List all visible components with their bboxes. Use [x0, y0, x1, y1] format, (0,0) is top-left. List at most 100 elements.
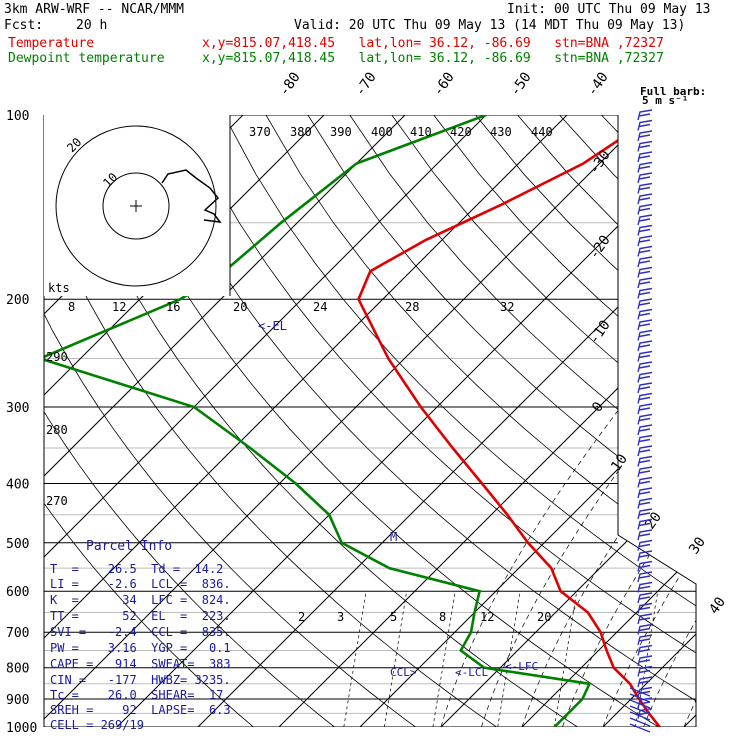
barb-legend-unit: 5 m s⁻¹ — [642, 94, 688, 107]
isotherm-line — [440, 115, 696, 727]
wind-barb-icon — [637, 466, 653, 478]
wind-barb-icon — [637, 539, 653, 551]
wind-barb-icon — [637, 266, 653, 278]
mixing-ratio-line — [635, 591, 659, 727]
moist-adiabat-line — [602, 298, 696, 727]
wind-barb-icon — [637, 686, 653, 698]
pressure-tick-label: 1000 — [6, 721, 37, 736]
wind-barb-icon — [637, 413, 653, 425]
m-label: M — [390, 530, 397, 544]
wind-barb-icon — [629, 705, 651, 715]
moist-adiabat-line — [643, 298, 696, 727]
ccl-label: CCL> — [390, 666, 417, 679]
wind-barb-icon — [637, 403, 653, 415]
wind-barb-icon — [637, 235, 653, 247]
wind-barb-icon — [637, 424, 653, 436]
mixing-ratio-label: 20 — [537, 610, 551, 624]
dry-adiabat-line — [349, 115, 696, 727]
parcel-info-row: CIN = -177 HWBZ= 3235. — [50, 673, 231, 687]
wind-barb-icon — [637, 634, 653, 646]
hodograph-speed-label: 32 — [500, 300, 514, 314]
isotherm-tick-label: 10 — [608, 451, 631, 474]
pressure-tick-label: 200 — [6, 293, 29, 308]
hodograph-speed-label: 12 — [112, 300, 126, 314]
wind-barb-icon — [637, 487, 653, 499]
wind-barb-icon — [637, 245, 653, 257]
mixing-ratio-line — [554, 591, 578, 727]
wind-barb-icon — [637, 623, 653, 635]
dry-adiabat-line — [643, 115, 696, 727]
theta-label: 420 — [450, 125, 472, 139]
wind-barb-icon — [629, 699, 651, 709]
wind-barb-icon — [637, 434, 653, 446]
wind-barb-icon — [637, 340, 653, 352]
dry-adiabat-line — [307, 115, 696, 727]
isotherm-tick-label: -40 — [584, 69, 612, 99]
mixing-ratio-line — [497, 591, 521, 727]
wind-barb-icon — [637, 508, 653, 520]
pressure-tick-label: 900 — [6, 693, 29, 708]
pressure-tick-label: 700 — [6, 626, 29, 641]
wind-barb-icon — [637, 214, 653, 226]
parcel-info-row: CELL = 269/19 — [50, 718, 144, 732]
theta-label: 440 — [531, 125, 553, 139]
isotherm-tick-label: 40 — [706, 594, 729, 617]
wind-barb-icon — [637, 665, 653, 677]
mixing-ratio-label: 3 — [337, 610, 344, 624]
hodograph-speed-label: 24 — [313, 300, 327, 314]
hodograph-speed-label: 16 — [166, 300, 180, 314]
wind-barb-icon — [637, 613, 653, 625]
isotherm-tick-label: -60 — [430, 69, 458, 99]
parcel-info-row: K = 34 LFC = 824. — [50, 593, 231, 607]
theta-label: 430 — [490, 125, 512, 139]
wind-barb-icon — [637, 371, 653, 383]
mixing-ratio-label: 5 — [390, 610, 397, 624]
parcel-info-row: Tc = 26.0 SHEAR= 17. — [50, 688, 231, 702]
pressure-tick-label: 400 — [6, 477, 29, 492]
plot-right-border — [617, 115, 697, 727]
wind-barb-icon — [637, 298, 653, 310]
hodograph-speed-label: 20 — [233, 300, 247, 314]
dry-adiabat-line — [44, 115, 434, 727]
dry-adiabat-line — [44, 115, 352, 727]
wind-barb-icon — [637, 455, 653, 467]
hodograph-speed-label: 28 — [405, 300, 419, 314]
isotherm-line — [278, 115, 696, 727]
isotherm-line — [44, 115, 487, 727]
fcst-value: 20 h — [76, 18, 108, 33]
dewpoint-location: x,y=815.07,418.45 lat,lon= 36.12, -86.69… — [202, 51, 664, 66]
wind-barb-icon — [637, 602, 653, 614]
parcel-info-row: PW = 3.16 YGP = 0.1 — [50, 641, 231, 655]
isotherm-line — [521, 115, 696, 727]
theta-label: 290 — [46, 350, 68, 364]
wind-barb-icon — [629, 693, 651, 703]
isotherm-line — [602, 115, 696, 727]
isotherm-line — [359, 115, 696, 727]
wind-barb-icon — [637, 224, 653, 236]
pressure-tick-label: 300 — [6, 401, 29, 416]
wind-barb-icon — [637, 382, 653, 394]
wind-barb-icon — [637, 109, 653, 121]
isotherm-tick-label: -20 — [586, 232, 614, 262]
parcel-info-row: TT = 52 EL = 223. — [50, 609, 231, 623]
pressure-tick-label: 600 — [6, 585, 29, 600]
parcel-info-row: SVI = -2.4 CCL = 835. — [50, 625, 231, 639]
theta-label: 400 — [371, 125, 393, 139]
moist-adiabat-line — [683, 298, 696, 727]
wind-barb-icon — [637, 592, 653, 604]
wind-barb-icon — [637, 277, 653, 289]
dry-adiabat-line — [433, 115, 696, 727]
mixing-ratio-label: 2 — [298, 610, 305, 624]
hodograph-trace — [161, 169, 222, 223]
mixing-ratio-line — [383, 591, 408, 727]
wind-barb-icon — [637, 119, 653, 131]
moist-adiabat-line — [562, 298, 696, 727]
dry-adiabat-line — [55, 115, 598, 727]
isotherm-tick-label: -10 — [586, 317, 614, 347]
dry-adiabat-line — [391, 115, 696, 727]
temperature-location: x,y=815.07,418.45 lat,lon= 36.12, -86.69… — [202, 36, 664, 51]
wind-barb-icon — [637, 193, 653, 205]
dry-adiabat-line — [517, 115, 696, 727]
isotherm-tick-label: -70 — [352, 69, 380, 99]
